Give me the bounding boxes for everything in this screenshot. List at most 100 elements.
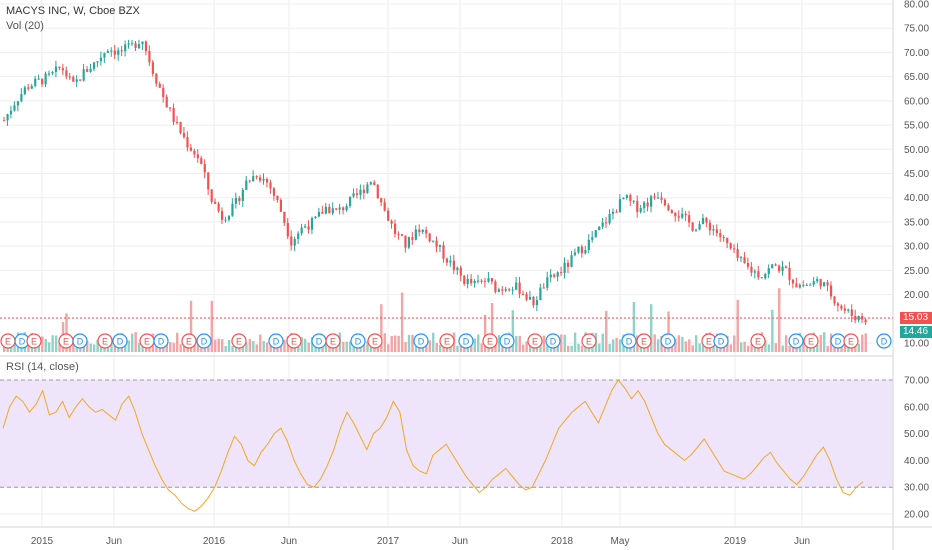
dividend-marker[interactable]: D bbox=[499, 333, 515, 349]
volume-bar bbox=[632, 301, 636, 352]
volume-bar bbox=[802, 341, 805, 352]
candle-body bbox=[224, 219, 227, 221]
time-tick-label: 2017 bbox=[377, 536, 400, 547]
rsi-label[interactable]: RSI (14, close) bbox=[6, 361, 79, 373]
volume-label[interactable]: Vol (20) bbox=[6, 20, 44, 32]
candle-body bbox=[238, 197, 241, 201]
marker-circle bbox=[268, 333, 284, 349]
dividend-marker[interactable]: D bbox=[413, 333, 429, 349]
candle-body bbox=[30, 85, 33, 89]
candle-body bbox=[764, 274, 767, 279]
candle-body bbox=[812, 281, 815, 285]
earnings-marker[interactable]: E bbox=[139, 333, 155, 349]
dividend-marker[interactable]: D bbox=[545, 333, 561, 349]
candle-body bbox=[279, 199, 282, 212]
candle-body bbox=[542, 287, 545, 289]
earnings-marker[interactable]: E bbox=[803, 333, 819, 349]
dividend-marker[interactable]: D bbox=[72, 333, 88, 349]
earnings-marker[interactable]: E bbox=[58, 333, 74, 349]
dividend-marker[interactable]: D bbox=[268, 333, 284, 349]
volume-bar bbox=[137, 343, 141, 352]
volume-bar bbox=[656, 339, 660, 352]
candle-body bbox=[774, 264, 777, 266]
candle-body bbox=[293, 238, 296, 246]
earnings-marker[interactable]: E bbox=[750, 333, 766, 349]
marker-letter: E bbox=[186, 337, 192, 347]
candle-body bbox=[352, 193, 355, 197]
candle-body bbox=[397, 233, 400, 235]
earnings-marker[interactable]: E bbox=[0, 333, 16, 349]
marker-letter: D bbox=[273, 337, 280, 347]
candle-body bbox=[110, 50, 113, 52]
candle-body bbox=[684, 213, 687, 216]
marker-circle bbox=[545, 333, 561, 349]
candle-body bbox=[286, 222, 289, 237]
candle-body bbox=[847, 309, 850, 311]
candle-body bbox=[290, 236, 293, 246]
marker-letter: E bbox=[330, 337, 336, 347]
candle-body bbox=[89, 68, 92, 72]
marker-letter: D bbox=[316, 337, 323, 347]
rsi-band-fill bbox=[0, 380, 893, 488]
earnings-marker[interactable]: E bbox=[286, 333, 302, 349]
volume-bar bbox=[611, 339, 615, 352]
candle-body bbox=[705, 218, 708, 223]
volume-bar bbox=[79, 345, 82, 352]
earnings-marker[interactable]: E bbox=[325, 333, 341, 349]
candle-body bbox=[528, 296, 532, 300]
candle-body bbox=[650, 196, 653, 207]
dividend-marker[interactable]: D bbox=[621, 333, 637, 349]
candle-body bbox=[563, 262, 566, 273]
earnings-marker[interactable]: E bbox=[527, 333, 543, 349]
earnings-marker[interactable]: E bbox=[231, 333, 247, 349]
candle-body bbox=[504, 289, 507, 291]
volume-bar bbox=[480, 343, 483, 352]
earnings-marker[interactable]: E bbox=[367, 333, 383, 349]
volume-bar bbox=[522, 344, 525, 352]
dividend-marker[interactable]: D bbox=[458, 333, 474, 349]
volume-bar bbox=[217, 338, 220, 352]
dividend-marker[interactable]: D bbox=[112, 333, 128, 349]
dividend-marker[interactable]: D bbox=[350, 333, 366, 349]
candle-body bbox=[34, 78, 37, 86]
earnings-marker[interactable]: E bbox=[97, 333, 113, 349]
volume-bar bbox=[362, 344, 366, 352]
candle-body bbox=[605, 222, 608, 224]
earnings-marker[interactable]: E bbox=[843, 333, 859, 349]
candle-body bbox=[134, 43, 137, 49]
candle-body bbox=[61, 68, 65, 71]
secondary-price-badge: 14.46 bbox=[900, 326, 932, 338]
symbol-title[interactable]: MACYS INC, W, Cboe BZX bbox=[6, 5, 140, 17]
earnings-marker[interactable]: E bbox=[439, 333, 455, 349]
volume-bar bbox=[771, 309, 774, 352]
earnings-marker[interactable]: E bbox=[181, 333, 197, 349]
volume-bar bbox=[155, 342, 158, 352]
candle-body bbox=[667, 205, 670, 211]
volume-bar bbox=[41, 336, 44, 352]
candle-body bbox=[660, 197, 663, 200]
dividend-marker[interactable]: D bbox=[788, 333, 804, 349]
marker-circle bbox=[482, 333, 498, 349]
earnings-marker[interactable]: E bbox=[636, 333, 652, 349]
earnings-marker[interactable]: E bbox=[482, 333, 498, 349]
volume-bar bbox=[764, 340, 767, 352]
marker-letter: D bbox=[158, 337, 165, 347]
dividend-marker[interactable]: D bbox=[713, 333, 729, 349]
candle-body bbox=[383, 202, 386, 211]
dividend-marker[interactable]: D bbox=[311, 333, 327, 349]
candle-body bbox=[802, 284, 805, 286]
candle-body bbox=[778, 265, 781, 272]
candle-body bbox=[428, 233, 431, 242]
dividend-marker[interactable]: D bbox=[830, 333, 846, 349]
earnings-marker[interactable]: E bbox=[26, 333, 42, 349]
dividend-marker[interactable]: D bbox=[660, 333, 676, 349]
dividend-marker[interactable]: D bbox=[196, 333, 212, 349]
volume-bar bbox=[456, 345, 459, 352]
volume-bar bbox=[400, 292, 404, 352]
dividend-marker[interactable]: D bbox=[876, 333, 892, 349]
candle-body bbox=[196, 154, 199, 159]
earnings-marker[interactable]: E bbox=[581, 333, 597, 349]
candle-body bbox=[591, 237, 594, 240]
dividend-marker[interactable]: D bbox=[153, 333, 169, 349]
